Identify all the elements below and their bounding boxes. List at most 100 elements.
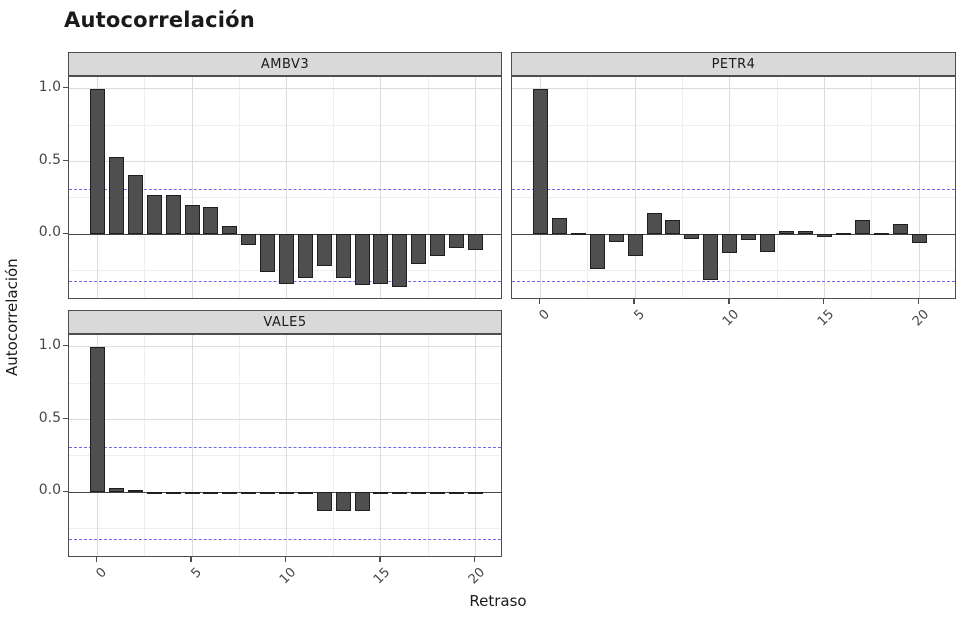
acf-bar xyxy=(373,492,389,495)
acf-bar xyxy=(798,231,814,235)
x-axis-tick-label: 15 xyxy=(814,307,838,330)
gridline-minor-v xyxy=(333,77,335,298)
x-axis-tick-label: 0 xyxy=(93,565,111,582)
x-axis-tick-label: 20 xyxy=(465,565,488,588)
gridline-major-h xyxy=(512,161,955,163)
acf-bar xyxy=(184,492,200,495)
gridline-major-v xyxy=(474,77,476,298)
acf-bar xyxy=(665,219,681,235)
acf-bar xyxy=(354,492,370,512)
gridline-minor-h xyxy=(69,528,501,530)
acf-bar xyxy=(297,492,313,495)
gridline-minor-v xyxy=(238,335,240,556)
gridline-minor-h xyxy=(512,270,955,272)
x-axis-tick-label: 0 xyxy=(536,307,553,324)
acf-bar xyxy=(203,206,219,235)
gridline-major-v xyxy=(191,77,193,298)
acf-bar xyxy=(608,234,624,242)
x-axis-tick xyxy=(917,299,920,304)
x-axis-tick xyxy=(538,299,541,304)
acf-bar xyxy=(222,225,238,235)
acf-bar xyxy=(373,234,389,284)
acf-bar xyxy=(589,234,605,270)
acf-bar xyxy=(127,490,143,493)
gridline-major-v xyxy=(729,77,731,298)
acf-bar xyxy=(779,231,795,235)
plot-area-petr4 xyxy=(511,76,956,299)
confidence-bound-line xyxy=(512,189,955,191)
y-axis-tick-label: 0.0 xyxy=(38,482,61,499)
acf-bar xyxy=(316,234,332,267)
facet-panel-ambv3: AMBV3 xyxy=(68,52,502,299)
acf-bar xyxy=(184,205,200,235)
acf-bar xyxy=(241,492,257,495)
confidence-bound-line xyxy=(69,539,501,541)
page-title: Autocorrelación xyxy=(64,8,255,32)
x-axis-tick xyxy=(95,557,98,562)
acf-bar xyxy=(836,232,851,235)
acf-bar xyxy=(260,492,276,495)
confidence-bound-line xyxy=(69,189,501,191)
acf-bar xyxy=(335,492,351,512)
acf-bar xyxy=(260,234,276,273)
x-axis-tick xyxy=(190,557,192,562)
gridline-major-v xyxy=(474,335,476,556)
acf-bar xyxy=(684,234,700,239)
gridline-minor-v xyxy=(871,77,873,298)
gridline-minor-v xyxy=(238,77,240,298)
facet-strip-label: PETR4 xyxy=(711,56,756,72)
acf-bar xyxy=(430,234,446,257)
gridline-minor-h xyxy=(512,197,955,199)
facet-panel-vale5: VALE5 xyxy=(68,310,502,557)
facet-strip-label: AMBV3 xyxy=(260,56,310,72)
x-axis-title: Retraso xyxy=(469,592,527,610)
gridline-major-v xyxy=(824,77,826,298)
gridline-major-v xyxy=(286,335,287,556)
gridline-major-h xyxy=(69,88,501,90)
gridline-major-h xyxy=(69,161,501,163)
gridline-minor-v xyxy=(144,77,146,298)
acf-bar xyxy=(203,492,219,495)
acf-bar xyxy=(722,234,738,254)
gridline-minor-h xyxy=(69,197,501,199)
x-axis-tick xyxy=(728,299,730,304)
gridline-major-v xyxy=(380,335,382,556)
acf-bar xyxy=(279,234,294,284)
gridline-minor-v xyxy=(681,77,683,298)
acf-bar xyxy=(448,492,464,495)
acf-bar xyxy=(146,492,162,495)
acf-bar xyxy=(911,234,927,244)
acf-bar xyxy=(646,212,662,235)
facet-panel-petr4: PETR4 xyxy=(511,52,956,299)
acf-bar xyxy=(467,234,483,251)
gridline-major-h xyxy=(512,88,955,90)
gridline-minor-h xyxy=(512,124,955,126)
plot-area-ambv3 xyxy=(68,76,502,299)
gridline-minor-v xyxy=(333,335,335,556)
acf-bar xyxy=(892,224,908,235)
gridline-major-h xyxy=(69,346,501,348)
acf-bar xyxy=(741,234,757,241)
gridline-minor-v xyxy=(776,77,778,298)
x-axis-tick xyxy=(633,299,635,304)
gridline-major-h xyxy=(69,419,501,421)
acf-bar xyxy=(297,234,313,279)
y-axis-tick-label: 1.0 xyxy=(38,78,61,95)
acf-bar xyxy=(109,488,125,493)
gridline-minor-v xyxy=(587,77,589,298)
acf-bar xyxy=(127,174,143,235)
acf-bar xyxy=(817,234,833,238)
gridline-minor-v xyxy=(144,335,146,556)
acf-bar xyxy=(109,157,125,235)
facet-strip-ambv3: AMBV3 xyxy=(68,52,502,76)
acf-bar xyxy=(316,492,332,512)
x-axis-tick-label: 5 xyxy=(631,307,648,324)
acf-bar xyxy=(146,195,162,235)
x-axis-tick-label: 20 xyxy=(909,307,932,330)
gridline-major-v xyxy=(286,77,287,298)
acf-bar xyxy=(241,234,257,245)
gridline-major-v xyxy=(380,77,382,298)
acf-bar xyxy=(335,234,351,279)
acf-bar xyxy=(90,346,106,493)
